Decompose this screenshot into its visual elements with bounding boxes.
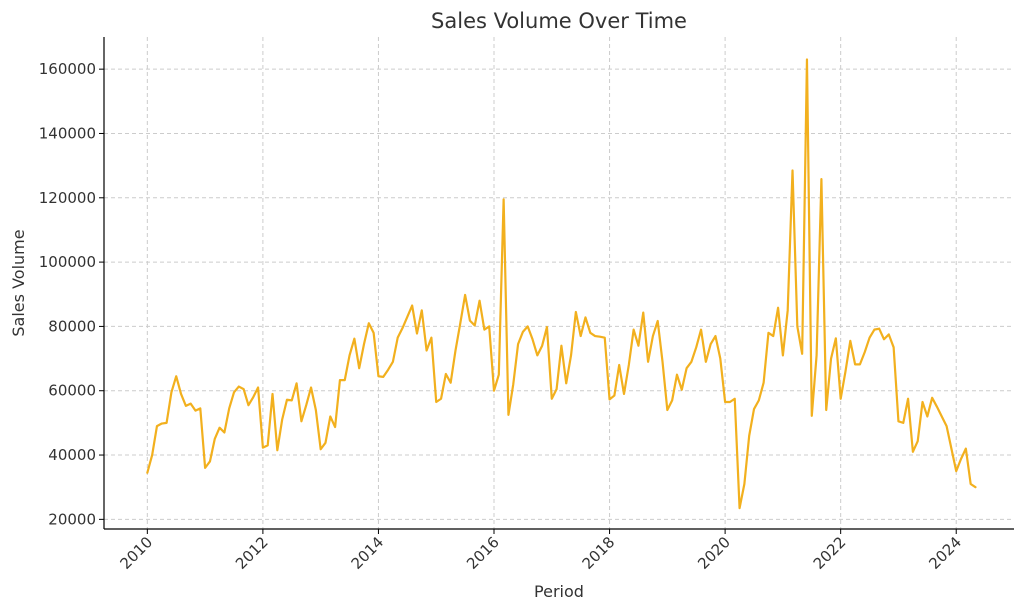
y-tick-label: 80000 [48,317,96,335]
axes-spines [103,37,1014,530]
x-tick-label: 2022 [810,533,850,573]
y-tick-label: 40000 [48,446,96,464]
series-layer [146,58,977,510]
y-tick-label: 120000 [39,189,96,207]
y-tick-label: 100000 [39,253,96,271]
y-tick-label: 140000 [39,124,96,142]
chart-title: Sales Volume Over Time [431,9,687,33]
y-tick-label: 160000 [39,60,96,78]
tick-layer: 2010 2012 2014 2016 2018 2020 2022 2024 20000 400… [39,60,965,573]
x-tick-label: 2024 [925,533,965,573]
x-tick-label: 2020 [694,533,734,573]
x-axis-label: Period [534,582,584,601]
x-tick-label: 2014 [348,533,388,573]
sales-volume-line [146,58,977,510]
y-tick-label: 20000 [48,510,96,528]
x-tick-label: 2012 [232,533,272,573]
y-tick-label: 60000 [48,382,96,400]
x-tick-label: 2016 [463,533,503,573]
grid-layer [104,37,1014,529]
y-axis-label: Sales Volume [9,229,28,336]
x-tick-label: 2018 [579,533,619,573]
x-tick-label: 2010 [116,533,156,573]
